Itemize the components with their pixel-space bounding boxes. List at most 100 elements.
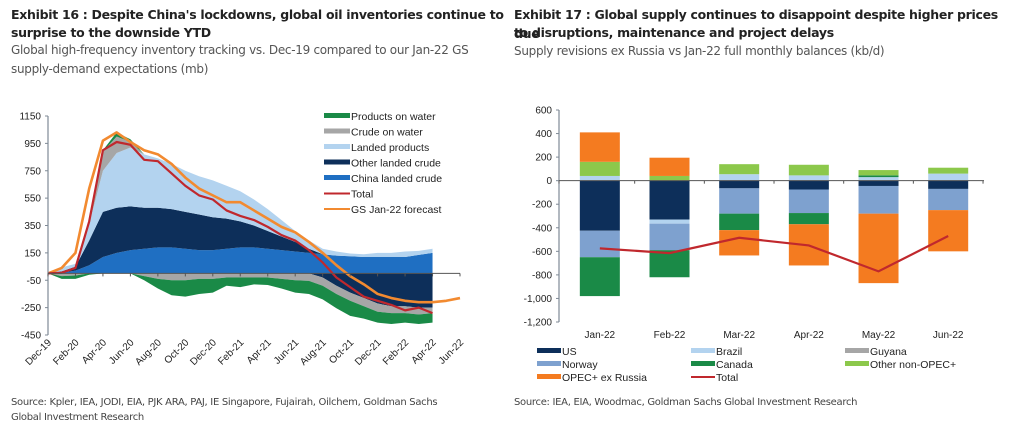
bar-series-group: [579, 132, 969, 297]
area-products-on-water-neg: [48, 273, 433, 325]
bar-other-non-opec-may-22: [858, 170, 899, 176]
legend-item-crude-on-water: Crude on water: [324, 127, 423, 139]
exhibit-16-title-line1: Exhibit 16 : Despite China's lockdowns, …: [11, 7, 504, 22]
y-tick-label: 750: [24, 166, 41, 177]
legend-item-landed-products: Landed products: [324, 142, 429, 154]
legend-label: China landed crude: [351, 173, 442, 185]
y-tick-label: 200: [535, 153, 552, 164]
x-tick-label: Apr-20: [80, 337, 109, 366]
x-tick-label: Mar-22: [723, 330, 755, 341]
legend-swatch: [845, 348, 869, 353]
y-tick-label: -450: [21, 331, 41, 342]
x-tick-label: Oct-21: [327, 337, 356, 366]
x-tick-label: May-22: [862, 330, 896, 341]
legend-swatch: [324, 144, 350, 149]
bar-us-may-22: [858, 180, 899, 186]
bar-brazil-jan-22: [579, 175, 620, 181]
bar-opec-ex-russia-jan-22: [579, 132, 620, 162]
x-tick-label: Jun-21: [272, 337, 302, 367]
bar-canada-mar-22: [719, 213, 760, 231]
exhibit-16-source-line1: Source: Kpler, IEA, JODI, EIA, PJK ARA, …: [11, 397, 438, 408]
legend-item-brazil: Brazil: [691, 346, 742, 358]
y-tick-label: -1,200: [524, 318, 553, 329]
y-tick-label: 350: [24, 221, 41, 232]
legend-item-us: US: [537, 346, 577, 358]
area-other-landed-crude-neg: [48, 273, 433, 308]
x-tick-label: Jun-22: [437, 337, 467, 367]
x-tick-label: Feb-22: [654, 330, 686, 341]
y-tick-label: 550: [24, 194, 41, 205]
legend-item-total: Total: [324, 189, 373, 201]
x-tick-label: Aug-20: [133, 337, 164, 368]
exhibit-16-panel: Exhibit 16 : Despite China's lockdowns, …: [0, 0, 505, 434]
legend-item-guyana: Guyana: [845, 346, 907, 358]
legend-swatch: [537, 361, 561, 366]
x-tick-label: Feb-22: [381, 337, 411, 367]
bar-us-feb-22: [649, 180, 690, 220]
x-tick-label: Jun-20: [107, 337, 137, 367]
x-tick-label: Dec-20: [188, 337, 219, 368]
legend-swatch: [691, 361, 715, 366]
y-tick-label: 150: [24, 248, 41, 259]
legend-item-canada: Canada: [691, 359, 753, 371]
legend-swatch: [537, 348, 561, 353]
area-landed-products-pos: [48, 147, 433, 274]
y-tick-label: -400: [532, 223, 552, 234]
legend-label: Total: [351, 189, 373, 201]
bar-opec-ex-russia-feb-22: [649, 157, 690, 176]
x-tick-label: Jan-22: [585, 330, 616, 341]
bar-other-non-opec-jan-22: [579, 161, 620, 176]
y-tick-label: -800: [532, 270, 552, 281]
legend-label: Crude on water: [351, 127, 423, 139]
legend-label: Landed products: [351, 142, 429, 154]
x-tick-label: Aug-21: [298, 337, 329, 368]
x-tick-label: Dec-19: [24, 337, 55, 368]
x-tick-label: Jun-22: [933, 330, 964, 341]
exhibit-16-source-line2: Global Investment Research: [11, 412, 144, 423]
legend-item-other-landed-crude: Other landed crude: [324, 158, 441, 170]
bar-opec-ex-russia-may-22: [858, 213, 899, 284]
bar-norway-feb-22: [649, 223, 690, 251]
bar-canada-apr-22: [788, 213, 829, 225]
legend-label: Total: [716, 372, 738, 384]
x-tick-label: Apr-21: [245, 337, 274, 366]
bar-norway-mar-22: [719, 188, 760, 214]
legend-label: Brazil: [716, 346, 742, 358]
bar-brazil-feb-22: [649, 219, 690, 224]
bar-us-apr-22: [788, 180, 829, 190]
y-tick-label: 400: [535, 129, 552, 140]
area-china-landed-crude-pos: [48, 247, 433, 274]
line-total: [47, 140, 433, 315]
exhibit-17-subtitle: Supply revisions ex Russia vs Jan-22 ful…: [514, 44, 885, 58]
y-tick-label: 950: [24, 139, 41, 150]
x-tick-label: Apr-22: [410, 337, 439, 366]
exhibit-17-title-line2: to disruptions, maintenance and project …: [514, 25, 834, 40]
legend-item-norway: Norway: [537, 359, 598, 371]
legend-swatch: [537, 374, 561, 379]
bar-us-mar-22: [719, 180, 760, 189]
legend-swatch: [691, 348, 715, 353]
x-tick-label: Dec-21: [353, 337, 384, 368]
bar-norway-jun-22: [928, 188, 969, 211]
legend-label: Canada: [716, 359, 753, 371]
y-tick-label: -600: [532, 247, 552, 258]
bar-canada-feb-22: [649, 250, 690, 278]
line-total: [599, 235, 949, 273]
area-series-group: [48, 132, 433, 325]
legend-label: Products on water: [351, 111, 436, 123]
legend-label: Other landed crude: [351, 158, 441, 170]
bar-brazil-jun-22: [928, 173, 969, 181]
bar-other-non-opec-mar-22: [719, 164, 760, 175]
legend-item-opec-ex-russia: OPEC+ ex Russia: [537, 372, 647, 384]
line-series-group: [47, 131, 461, 315]
legend-swatch: [324, 175, 350, 180]
bar-brazil-mar-22: [719, 174, 760, 181]
legend-item-total: Total: [691, 372, 738, 384]
y-tick-label: -1,000: [524, 294, 553, 305]
exhibit-16-chart: 1150950750550350150-50-250-450Dec-19Feb-…: [19, 111, 467, 368]
legend-swatch: [845, 361, 869, 366]
y-tick-label: 600: [535, 106, 552, 117]
legend-label: Norway: [562, 359, 598, 371]
exhibit-17-source: Source: IEA, EIA, Woodmac, Goldman Sachs…: [514, 397, 858, 408]
